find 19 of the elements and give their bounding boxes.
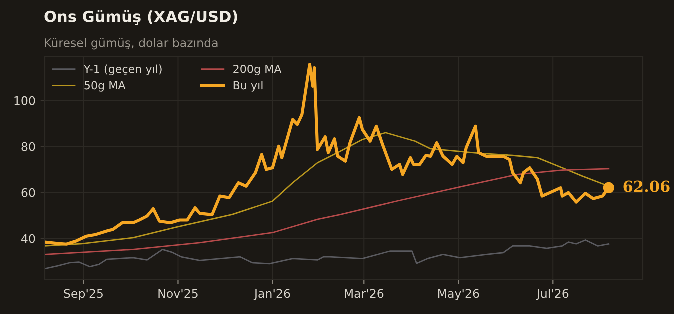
y-tick-label: 60 [22,188,36,198]
y-tick-label: 80 [22,142,36,152]
annotation: 62.06 [624,180,670,192]
chart-title: Ons Gümüş (XAG/USD) [44,10,238,26]
x-tick-label: May'26 [438,289,480,300]
chart-subtitle: Küresel gümüş, dolar bazında [45,38,218,50]
legend-label: Y-1 (geçen yıl) [84,64,162,76]
legend-label: 200g MA [234,64,282,76]
x-tick-label: Jan'26 [254,289,290,300]
x-tick-label: Mar'26 [345,289,384,298]
x-tick-label: Jul'26 [536,289,569,300]
line-series [45,168,610,256]
x-tick-label: Sep'25 [64,289,103,300]
line-series [45,240,610,270]
y-tick-label: 40 [22,234,36,244]
legend-label: Bu yıl [234,81,263,92]
x-tick-label: Nov'25 [158,289,198,298]
legend-label: 50g MA [84,81,126,92]
y-tick-label: 100 [14,96,36,106]
